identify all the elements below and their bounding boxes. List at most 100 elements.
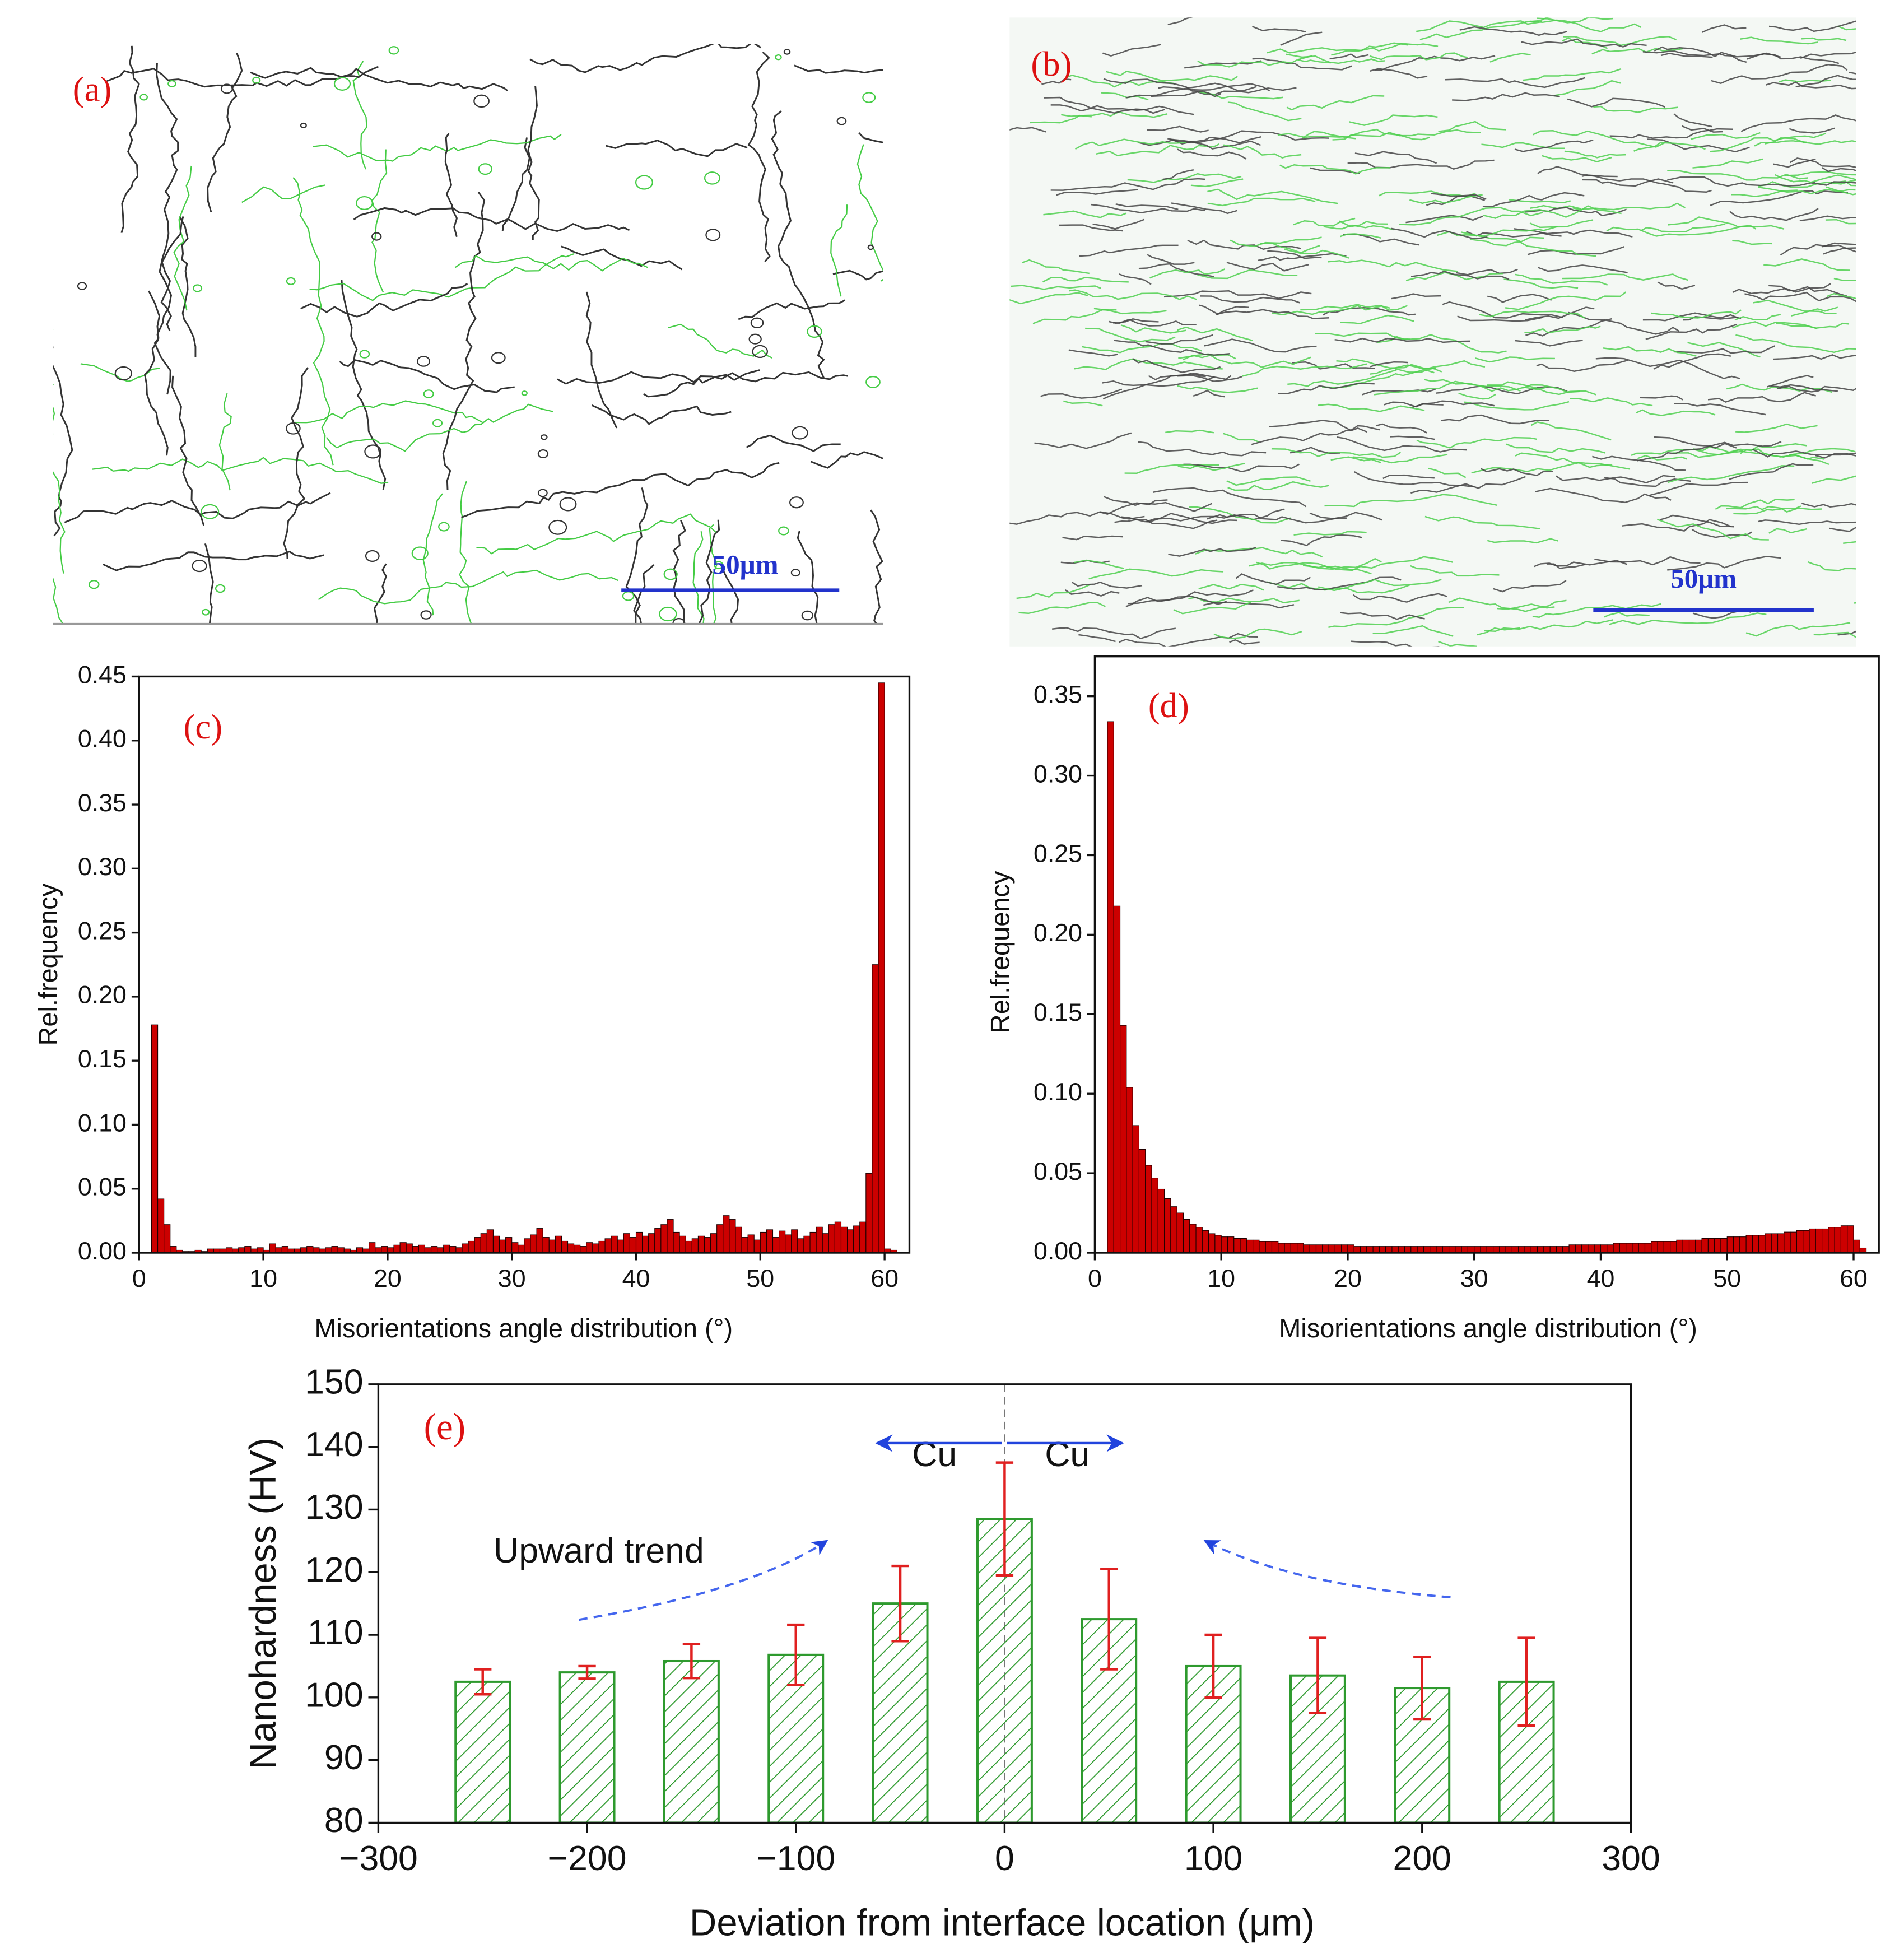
grain-boundary — [1354, 471, 1474, 488]
grain-boundary — [1481, 142, 1565, 149]
grain — [548, 519, 567, 535]
grain-boundary — [1785, 171, 1856, 176]
grain-boundary — [1103, 78, 1222, 97]
grain-boundary — [1074, 138, 1187, 150]
grain-boundary — [1132, 357, 1221, 373]
y-tick-label: 0.20 — [78, 982, 127, 1009]
bar — [604, 1238, 612, 1253]
grain-boundary — [1050, 178, 1205, 191]
y-tick-label: 120 — [305, 1550, 363, 1589]
grain — [862, 92, 876, 103]
grain-boundary — [1064, 589, 1120, 597]
y-tick-label: 0.15 — [1034, 999, 1082, 1026]
bar — [1530, 1246, 1538, 1253]
grain-boundary — [1114, 519, 1218, 529]
bar — [530, 1234, 537, 1253]
bar — [574, 1244, 581, 1253]
grain-boundary — [1331, 43, 1439, 56]
grain-boundary — [1837, 25, 1856, 31]
error-bar — [682, 1643, 701, 1680]
grain-boundary — [309, 253, 575, 301]
grain — [867, 244, 874, 250]
bar — [1828, 1227, 1835, 1253]
grain-boundary — [1120, 513, 1237, 524]
grain-boundary — [318, 569, 619, 604]
grain-boundary — [1537, 17, 1613, 24]
grain-boundary — [1085, 327, 1176, 343]
grain — [559, 497, 577, 512]
grain — [371, 232, 382, 241]
grain-boundary — [1537, 264, 1628, 273]
grain-boundary — [1604, 612, 1650, 618]
grain-boundary — [1158, 83, 1270, 92]
y-tick-label: 0.30 — [1034, 760, 1082, 788]
grain-boundary — [1800, 51, 1856, 59]
grain-boundary — [1065, 75, 1175, 88]
grain-boundary — [1222, 433, 1260, 443]
grain-boundary — [1825, 218, 1856, 225]
bar — [1423, 1246, 1431, 1253]
grain-boundary — [1374, 380, 1521, 396]
grain-boundary — [1707, 392, 1817, 403]
grain-boundary — [1410, 271, 1510, 280]
grain-boundary — [1184, 60, 1262, 69]
grain-boundary — [1758, 179, 1856, 188]
grain — [423, 389, 434, 399]
grain-boundary — [1667, 556, 1781, 571]
bar — [269, 1243, 276, 1253]
grain-boundary — [1515, 273, 1608, 286]
grain-boundary — [1011, 285, 1102, 290]
y-tick-label: 0.40 — [78, 726, 127, 753]
error-bar — [1309, 1636, 1327, 1715]
bar — [151, 1024, 159, 1253]
bar — [1379, 1246, 1386, 1253]
bar — [1575, 1244, 1582, 1253]
grain-boundary — [1735, 423, 1818, 433]
grain-boundary — [1849, 71, 1856, 75]
grain-boundary — [1438, 640, 1477, 647]
grain — [801, 610, 814, 621]
grain-boundary — [1826, 292, 1856, 300]
grain-boundary — [1635, 409, 1716, 416]
grain — [491, 352, 506, 364]
grain — [537, 449, 549, 458]
grain-boundary — [1280, 534, 1363, 546]
grain-boundary — [1018, 602, 1106, 615]
grain-boundary — [1766, 81, 1856, 90]
bar — [1233, 1238, 1241, 1253]
bar — [1638, 1243, 1646, 1253]
grain-boundary — [692, 531, 705, 624]
grain-boundary — [1789, 454, 1829, 466]
bar — [1707, 1238, 1715, 1253]
grain-boundary — [1811, 181, 1856, 186]
grain-boundary — [1269, 420, 1367, 433]
grain-boundary — [1145, 334, 1213, 345]
bar — [1353, 1246, 1361, 1253]
grain-boundary — [672, 519, 686, 624]
x-tick-label: 60 — [870, 1265, 899, 1292]
panel-label: (c) — [184, 707, 222, 746]
grain-boundary — [1042, 277, 1129, 283]
grain-boundary — [476, 513, 716, 555]
x-tick-label: 0 — [132, 1265, 146, 1292]
grain — [748, 333, 762, 345]
grain-boundary — [1093, 308, 1167, 315]
grain-boundary — [771, 110, 825, 379]
bar — [1322, 1244, 1329, 1253]
grain-boundary — [1277, 576, 1402, 590]
grain-boundary — [1168, 546, 1256, 557]
bar — [791, 1229, 798, 1253]
grain-boundary — [1352, 593, 1447, 603]
y-axis-label: Nanohardness (HV) — [242, 1438, 284, 1770]
bar — [1568, 1244, 1576, 1253]
grain — [622, 591, 635, 601]
grain-boundary — [1369, 52, 1468, 61]
bar — [1670, 1241, 1677, 1253]
bar — [1202, 1230, 1209, 1253]
bar — [766, 1229, 774, 1253]
bar — [1676, 1239, 1683, 1253]
grain-boundary — [442, 191, 486, 490]
grain-boundary — [625, 487, 649, 624]
grain-boundary — [1445, 77, 1586, 89]
grain-boundary — [1109, 318, 1197, 327]
